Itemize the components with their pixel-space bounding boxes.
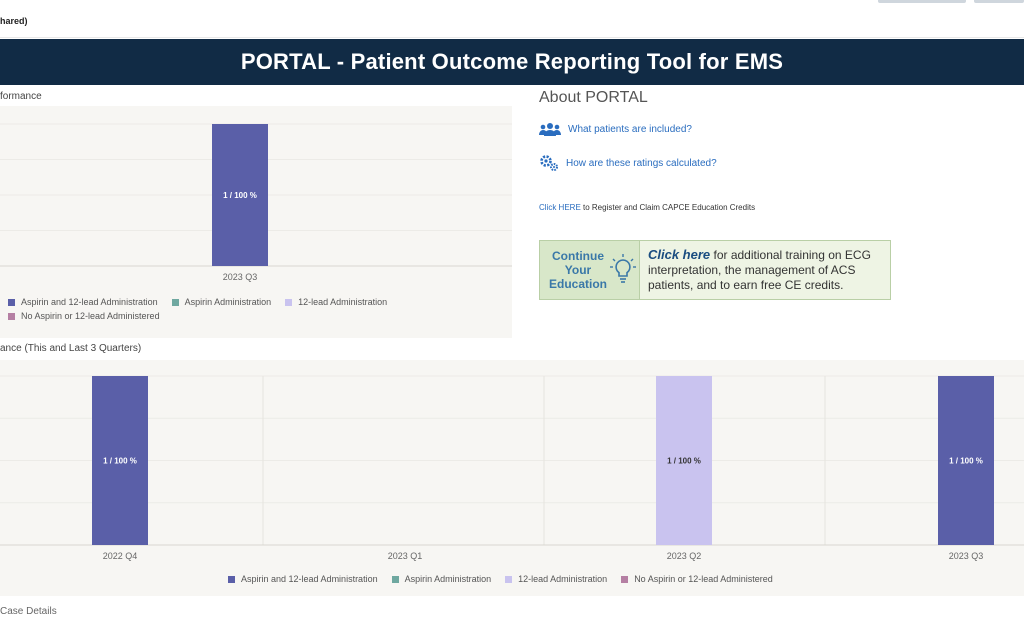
chart2-legend-label: 12-lead Administration bbox=[518, 574, 608, 584]
chart2-bar-label: 1 / 100 % bbox=[667, 457, 701, 466]
chart2-legend-item[interactable]: No Aspirin or 12-lead Administered bbox=[621, 574, 773, 584]
ratings-calculated-label: How are these ratings calculated? bbox=[566, 157, 717, 169]
chart1-legend: Aspirin and 12-lead Administration Aspiri… bbox=[8, 297, 488, 325]
about-title: About PORTAL bbox=[539, 89, 648, 106]
case-details-title: Case Details bbox=[0, 606, 57, 617]
chart2-bar bbox=[938, 376, 994, 545]
chart2-legend-swatch bbox=[228, 575, 235, 583]
continue-education-label: Continue Your Education bbox=[548, 249, 608, 291]
capce-text: to Register and Claim CAPCE Education Cr… bbox=[580, 203, 756, 212]
click-here-link[interactable]: Click here bbox=[648, 247, 711, 262]
edu-line2: Your bbox=[564, 263, 592, 277]
chart2-plot: 2022 Q4 2023 Q1 2023 Q2 2023 Q3 1 / 100 % 1 /… bbox=[0, 375, 1024, 561]
chart1-bar bbox=[212, 124, 268, 266]
continue-education-banner[interactable]: Continue Your Education Click here for a… bbox=[539, 240, 891, 300]
ratings-calculated-link[interactable]: How are these ratings calculated? bbox=[539, 154, 717, 172]
chart2-bar-label: 1 / 100 % bbox=[949, 457, 983, 466]
top-strip: hared) bbox=[0, 0, 1024, 38]
chart1-legend-item[interactable]: No Aspirin or 12-lead Administered bbox=[8, 311, 160, 321]
scope-label: hared) bbox=[0, 16, 28, 26]
edu-line1: Continue bbox=[552, 249, 604, 263]
chart2-bar bbox=[92, 376, 148, 545]
continue-education-badge[interactable]: Continue Your Education bbox=[540, 241, 640, 299]
chart1-legend-item[interactable]: Aspirin and 12-lead Administration bbox=[8, 297, 158, 307]
chart1-bar-label: 1 / 100 % bbox=[223, 191, 257, 200]
chart1-legend-label: No Aspirin or 12-lead Administered bbox=[21, 311, 160, 321]
chart1-legend-item[interactable]: 12-lead Administration bbox=[285, 297, 387, 307]
users-icon bbox=[539, 123, 561, 136]
chart2-panel: 2022 Q4 2023 Q1 2023 Q2 2023 Q3 1 / 100 % 1 /… bbox=[0, 360, 1024, 596]
chart1-legend-item[interactable]: Aspirin Administration bbox=[171, 297, 272, 307]
chart2-legend-item[interactable]: Aspirin Administration bbox=[391, 574, 492, 584]
chart1-legend-swatch bbox=[171, 298, 179, 306]
what-patients-link[interactable]: What patients are included? bbox=[539, 122, 692, 136]
capce-notice: Click HERE to Register and Claim CAPCE E… bbox=[539, 203, 755, 212]
chart2-legend-label: No Aspirin or 12-lead Administered bbox=[634, 574, 773, 584]
toolbar-button[interactable] bbox=[878, 0, 966, 3]
what-patients-label: What patients are included? bbox=[568, 123, 692, 135]
page-title: PORTAL - Patient Outcome Reporting Tool … bbox=[240, 49, 784, 74]
chart1-legend-swatch bbox=[8, 312, 15, 320]
chart1-panel: 1 / 100 % 2023 Q3 Aspirin and 12-lead Adm… bbox=[0, 106, 512, 338]
header-banner: PORTAL - Patient Outcome Reporting Tool … bbox=[0, 39, 1024, 85]
chart2-title: ance (This and Last 3 Quarters) bbox=[0, 343, 142, 354]
chart1-tick-label: 2023 Q3 bbox=[223, 272, 258, 282]
chart2-tick-label: 2023 Q2 bbox=[667, 551, 702, 561]
education-description: for additional training on ECG interpret… bbox=[648, 248, 871, 292]
chart1-legend-swatch bbox=[285, 298, 293, 306]
continue-education-text: Click here for additional training on EC… bbox=[640, 241, 890, 299]
chart1-legend-swatch bbox=[8, 298, 15, 306]
lightbulb-icon bbox=[610, 254, 636, 283]
chart2-bar-label: 1 / 100 % bbox=[103, 457, 137, 466]
chart2-legend: Aspirin and 12-lead Administration Aspiri… bbox=[228, 574, 928, 588]
chart2-legend-label: Aspirin Administration bbox=[404, 574, 492, 584]
chart2-legend-swatch bbox=[391, 575, 399, 583]
capce-register-link[interactable]: Click HERE bbox=[539, 203, 581, 212]
chart2-legend-swatch bbox=[505, 575, 513, 583]
chart1-legend-label: Aspirin and 12-lead Administration bbox=[21, 297, 158, 307]
chart2-tick-label: 2023 Q3 bbox=[949, 551, 984, 561]
chart2-legend-item[interactable]: 12-lead Administration bbox=[505, 574, 607, 584]
chart2-legend-label: Aspirin and 12-lead Administration bbox=[241, 574, 378, 584]
chart2-bar bbox=[656, 376, 712, 545]
chart1-legend-label: 12-lead Administration bbox=[298, 297, 388, 307]
chart1-title: formance bbox=[0, 91, 42, 102]
chart2-legend-item[interactable]: Aspirin and 12-lead Administration bbox=[228, 574, 378, 584]
chart1-legend-label: Aspirin Administration bbox=[184, 297, 272, 307]
chart2-tick-label: 2023 Q1 bbox=[388, 551, 423, 561]
chart2-legend-swatch bbox=[621, 575, 629, 583]
chart1-plot: 1 / 100 % 2023 Q3 bbox=[0, 123, 512, 282]
chart2-tick-label: 2022 Q4 bbox=[103, 551, 138, 561]
gears-icon bbox=[540, 155, 558, 171]
edu-line3: Education bbox=[548, 277, 607, 291]
toolbar-button[interactable] bbox=[974, 0, 1024, 3]
